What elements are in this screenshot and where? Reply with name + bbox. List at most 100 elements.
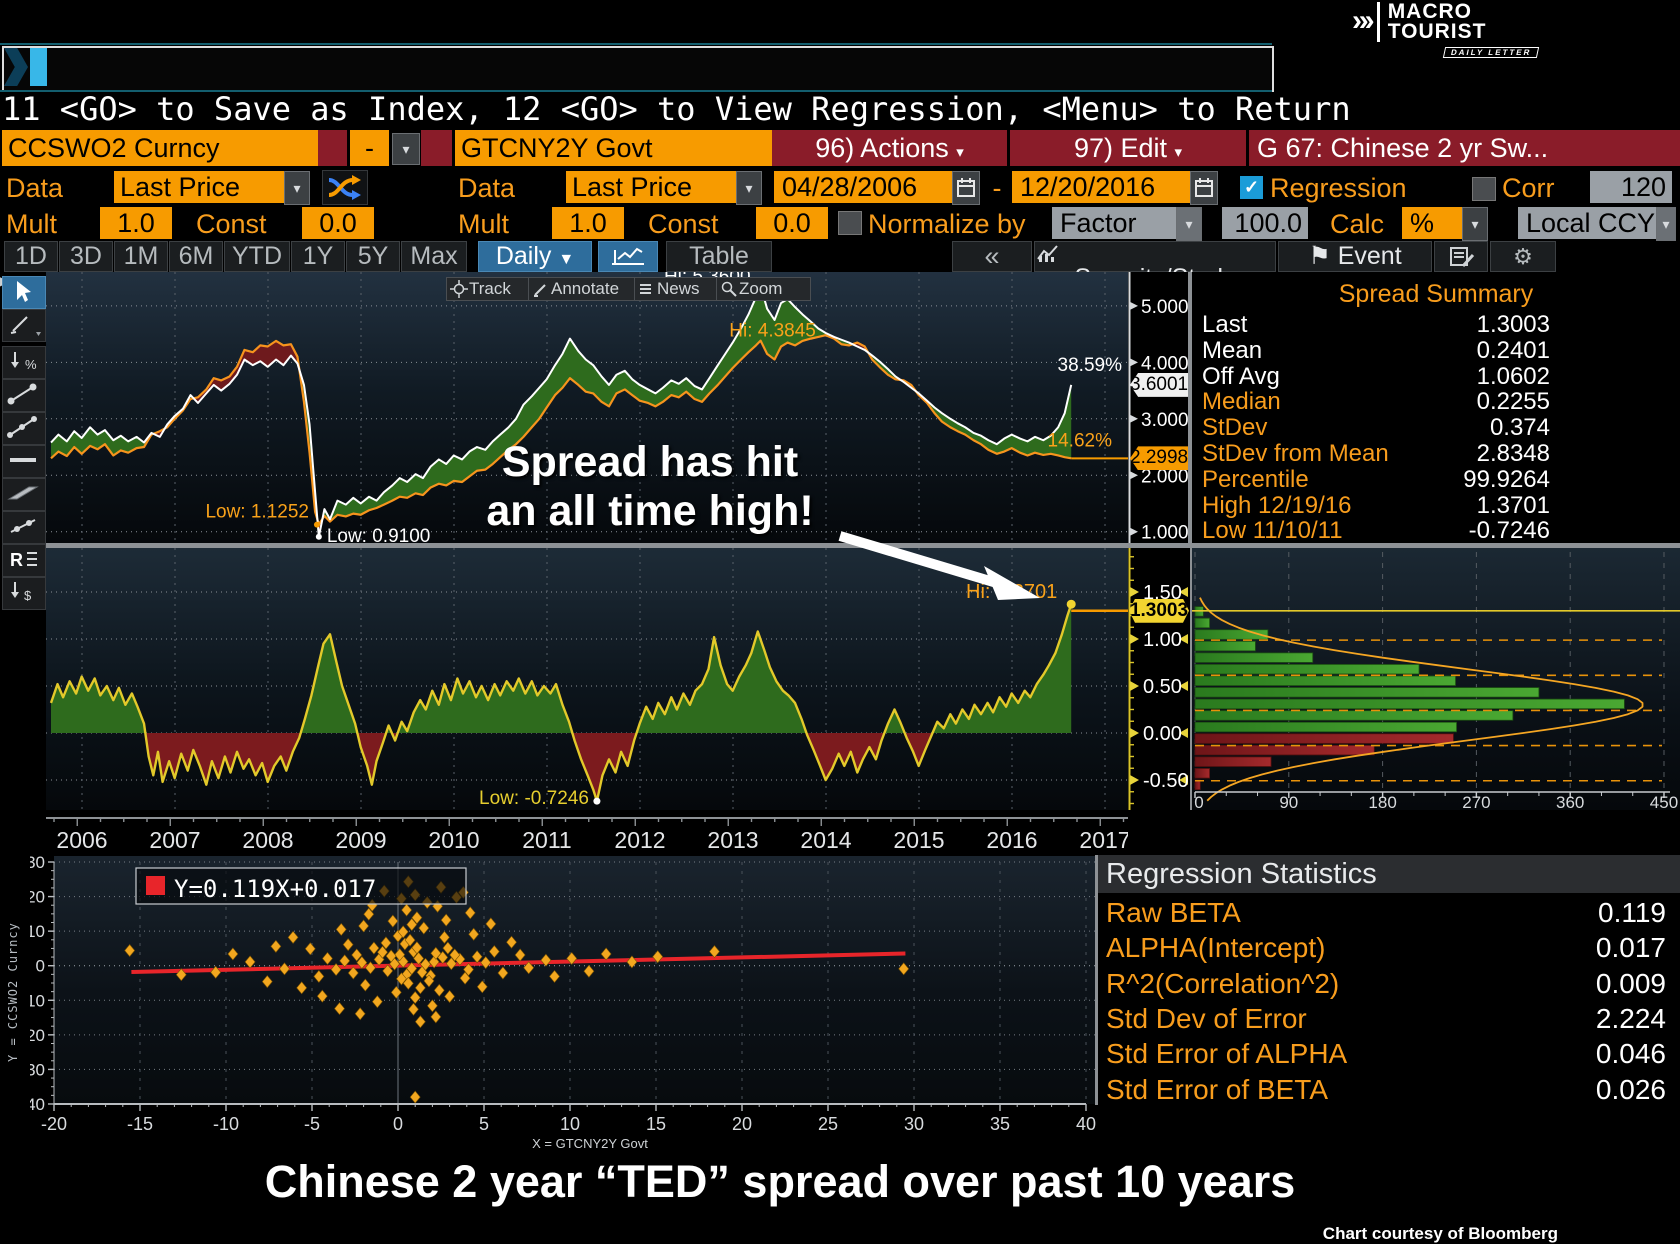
- summary-row: Percentile 99.9264: [1192, 465, 1680, 493]
- tab-period-3d[interactable]: 3D: [59, 241, 113, 272]
- currency-dropdown[interactable]: Local CCY: [1518, 207, 1662, 239]
- operator-dropdown[interactable]: ▾: [392, 133, 420, 165]
- date-to-field[interactable]: 12/20/2016: [1012, 171, 1196, 203]
- tab-period-1m[interactable]: 1M: [114, 241, 168, 272]
- chart-tool-track[interactable]: Track: [446, 277, 541, 301]
- summary-value: 0.2255: [1476, 388, 1550, 416]
- svg-text:X = GTCNY2Y Govt: X = GTCNY2Y Govt: [532, 1136, 648, 1151]
- mult1-field[interactable]: 1.0: [100, 207, 172, 239]
- price-type-1[interactable]: Last Price: [114, 171, 288, 203]
- date-to-calendar-button[interactable]: [1190, 171, 1218, 205]
- cursor-tool[interactable]: [2, 276, 46, 309]
- distribution-histogram-canvas[interactable]: 0 90 180 270 360 450: [1192, 548, 1680, 810]
- regression-tool[interactable]: R: [2, 544, 46, 577]
- factor-dropdown-arrow[interactable]: ▾: [1176, 207, 1202, 241]
- price-type-2[interactable]: Last Price: [566, 171, 740, 203]
- price-type-1-dropdown[interactable]: ▾: [284, 171, 310, 205]
- security1-flag: [318, 130, 347, 166]
- chart-type-button[interactable]: [598, 241, 658, 272]
- horizontal-line-tool[interactable]: [2, 445, 46, 478]
- tab-period-5y[interactable]: 5Y: [346, 241, 400, 272]
- event-button[interactable]: ⚑ Event: [1278, 241, 1432, 272]
- svg-text:0.50: 0.50: [1143, 676, 1182, 698]
- regression-scatter-canvas[interactable]: [54, 856, 1095, 1104]
- scatter-y-axis-title: Y = CCSWO2 Curncy: [6, 922, 20, 1062]
- page-title: Chinese 2 year “TED” spread over past 10…: [264, 1156, 1296, 1207]
- summary-row: Median 0.2255: [1192, 389, 1680, 415]
- date-from-field[interactable]: 04/28/2006: [774, 171, 958, 203]
- svg-text:180: 180: [1368, 793, 1396, 810]
- actions-button[interactable]: 96) Actions ▾: [772, 130, 1007, 166]
- teal-accent-top: [0, 43, 1272, 45]
- tab-period-1d[interactable]: 1D: [4, 241, 58, 272]
- percent-change-tool[interactable]: %: [2, 346, 46, 379]
- date-from-calendar-button[interactable]: [952, 171, 980, 205]
- chart-tools: Track Annotate News Zoom: [446, 274, 866, 301]
- trendline-tool[interactable]: [2, 379, 46, 412]
- channel-tool[interactable]: [2, 478, 46, 511]
- svg-text:2011: 2011: [522, 827, 571, 853]
- security2-field[interactable]: GTCNY2Y Govt: [455, 130, 775, 166]
- settings-button[interactable]: ⚙: [1490, 241, 1556, 272]
- corr-window-field[interactable]: 120: [1590, 171, 1672, 203]
- currency-dropdown-arrow[interactable]: ▾: [1656, 207, 1676, 241]
- regression-checkbox[interactable]: ✓: [1240, 176, 1263, 199]
- collapse-panel-button[interactable]: «: [952, 241, 1032, 272]
- operator-field[interactable]: -: [350, 130, 389, 166]
- const1-field[interactable]: 0.0: [302, 207, 374, 239]
- security-study-button[interactable]: Security/Study: [1034, 241, 1276, 292]
- summary-label: Median: [1202, 388, 1281, 416]
- regression-checkbox-label[interactable]: Regression: [1270, 173, 1407, 203]
- const2-field[interactable]: 0.0: [756, 207, 828, 239]
- normalize-checkbox[interactable]: [838, 211, 862, 235]
- interval-dropdown-tab[interactable]: Daily ▼: [478, 241, 592, 272]
- tab-period-1y[interactable]: 1Y: [291, 241, 345, 272]
- svg-text:1.0000: 1.0000: [1141, 523, 1190, 543]
- calc-dropdown-arrow[interactable]: ▾: [1462, 207, 1488, 241]
- factor-dropdown[interactable]: Factor: [1052, 207, 1182, 239]
- summary-value: 0.2401: [1476, 336, 1550, 364]
- swap-securities-button[interactable]: [322, 170, 368, 205]
- price-type-2-dropdown[interactable]: ▾: [736, 171, 762, 205]
- security1-field[interactable]: CCSWO2 Curncy: [2, 130, 320, 166]
- normalize-label[interactable]: Normalize by: [868, 209, 1026, 239]
- spread-axis[interactable]: 1.50 1.00 0.50 0.00 -0.50 1.3003: [1128, 548, 1190, 810]
- ray-tool[interactable]: [2, 511, 46, 544]
- edit-button[interactable]: 97) Edit ▾: [1010, 130, 1246, 166]
- calc-field[interactable]: %: [1402, 207, 1468, 239]
- mult2-field[interactable]: 1.0: [552, 207, 624, 239]
- tab-period-6m[interactable]: 6M: [169, 241, 223, 272]
- multi-segment-tool[interactable]: [2, 412, 46, 445]
- chart-tool-annotate[interactable]: Annotate: [528, 277, 647, 301]
- tab-period-max[interactable]: Max: [401, 241, 467, 272]
- corr-checkbox[interactable]: [1472, 177, 1496, 201]
- mult2-label: Mult: [458, 209, 510, 239]
- summary-value: 99.9264: [1463, 465, 1550, 493]
- stat-label: Std Dev of Error: [1106, 1002, 1307, 1034]
- svg-text:360: 360: [1556, 793, 1584, 810]
- summary-label: StDev from Mean: [1202, 440, 1389, 467]
- tab-period-ytd[interactable]: YTD: [224, 241, 290, 272]
- chart-tool-zoom[interactable]: Zoom: [716, 277, 811, 301]
- logo-ribbon: DAILY LETTER: [1442, 47, 1540, 58]
- command-input[interactable]: [2, 46, 1274, 92]
- vertical-splitter[interactable]: [1188, 272, 1192, 810]
- svg-text:0: 0: [36, 957, 45, 976]
- annotate-panel-button[interactable]: [1434, 241, 1488, 272]
- summary-value: 1.0602: [1476, 362, 1550, 390]
- price-target-tool[interactable]: $: [2, 577, 46, 610]
- flag-icon: ⚑: [1308, 242, 1331, 270]
- regression-statistics-title: Regression Statistics: [1098, 855, 1680, 893]
- logo-divider: [1376, 2, 1380, 42]
- tab-table[interactable]: Table: [666, 241, 772, 272]
- price-axis[interactable]: 5.0000 4.0000 3.0000 2.0000 1.0000 3.6001 2.2…: [1128, 272, 1190, 543]
- stat-row: Std Error of ALPHA 0.046: [1098, 1036, 1680, 1071]
- chart-tool-news[interactable]: News: [634, 277, 729, 301]
- corr-checkbox-label[interactable]: Corr: [1502, 173, 1555, 203]
- all-time-high-annotation: Spread has hit an all time high!: [486, 438, 814, 535]
- pencil-tool[interactable]: [2, 309, 46, 342]
- date-separator: -: [992, 173, 1002, 203]
- factor-value-field[interactable]: 100.0: [1222, 207, 1308, 239]
